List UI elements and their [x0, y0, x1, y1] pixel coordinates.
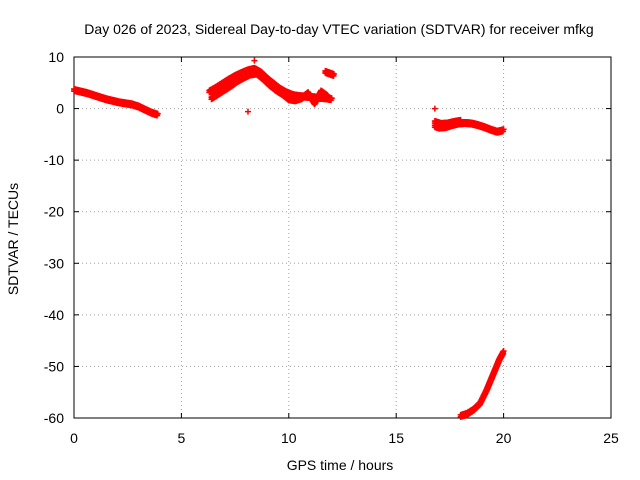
data-point [500, 347, 507, 354]
x-axis-label: GPS time / hours [287, 457, 394, 473]
x-tick-label: 15 [388, 430, 404, 446]
data-point [431, 105, 438, 112]
y-tick-label: -10 [44, 152, 64, 168]
data-point [154, 110, 161, 117]
x-axis-ticks: 0 5 10 15 20 25 [70, 57, 619, 446]
chart-title: Day 026 of 2023, Sidereal Day-to-day VTE… [84, 21, 593, 37]
y-tick-label: -40 [44, 307, 64, 323]
data-point [457, 116, 464, 123]
y-axis-label: SDTVAR / TECUs [5, 183, 21, 295]
x-tick-label: 5 [178, 430, 186, 446]
x-tick-label: 0 [70, 430, 78, 446]
y-tick-label: 10 [48, 49, 64, 65]
data-point [330, 71, 337, 78]
data-point [461, 412, 468, 419]
y-tick-label: -20 [44, 204, 64, 220]
x-tick-label: 25 [603, 430, 619, 446]
y-tick-label: -50 [44, 358, 64, 374]
y-tick-label: -60 [44, 410, 64, 426]
data-points [71, 57, 507, 420]
data-point [251, 57, 258, 64]
y-axis-ticks: 10 0 -10 -20 -30 -40 -50 -60 [44, 49, 611, 426]
plot-frame [73, 56, 612, 419]
data-point [244, 108, 251, 115]
y-tick-label: 0 [56, 101, 64, 117]
x-tick-label: 10 [281, 430, 297, 446]
data-point [324, 92, 331, 99]
y-tick-label: -30 [44, 255, 64, 271]
x-tick-label: 20 [496, 430, 512, 446]
data-point [328, 95, 335, 102]
grid-lines [74, 57, 611, 418]
data-point [500, 126, 507, 133]
